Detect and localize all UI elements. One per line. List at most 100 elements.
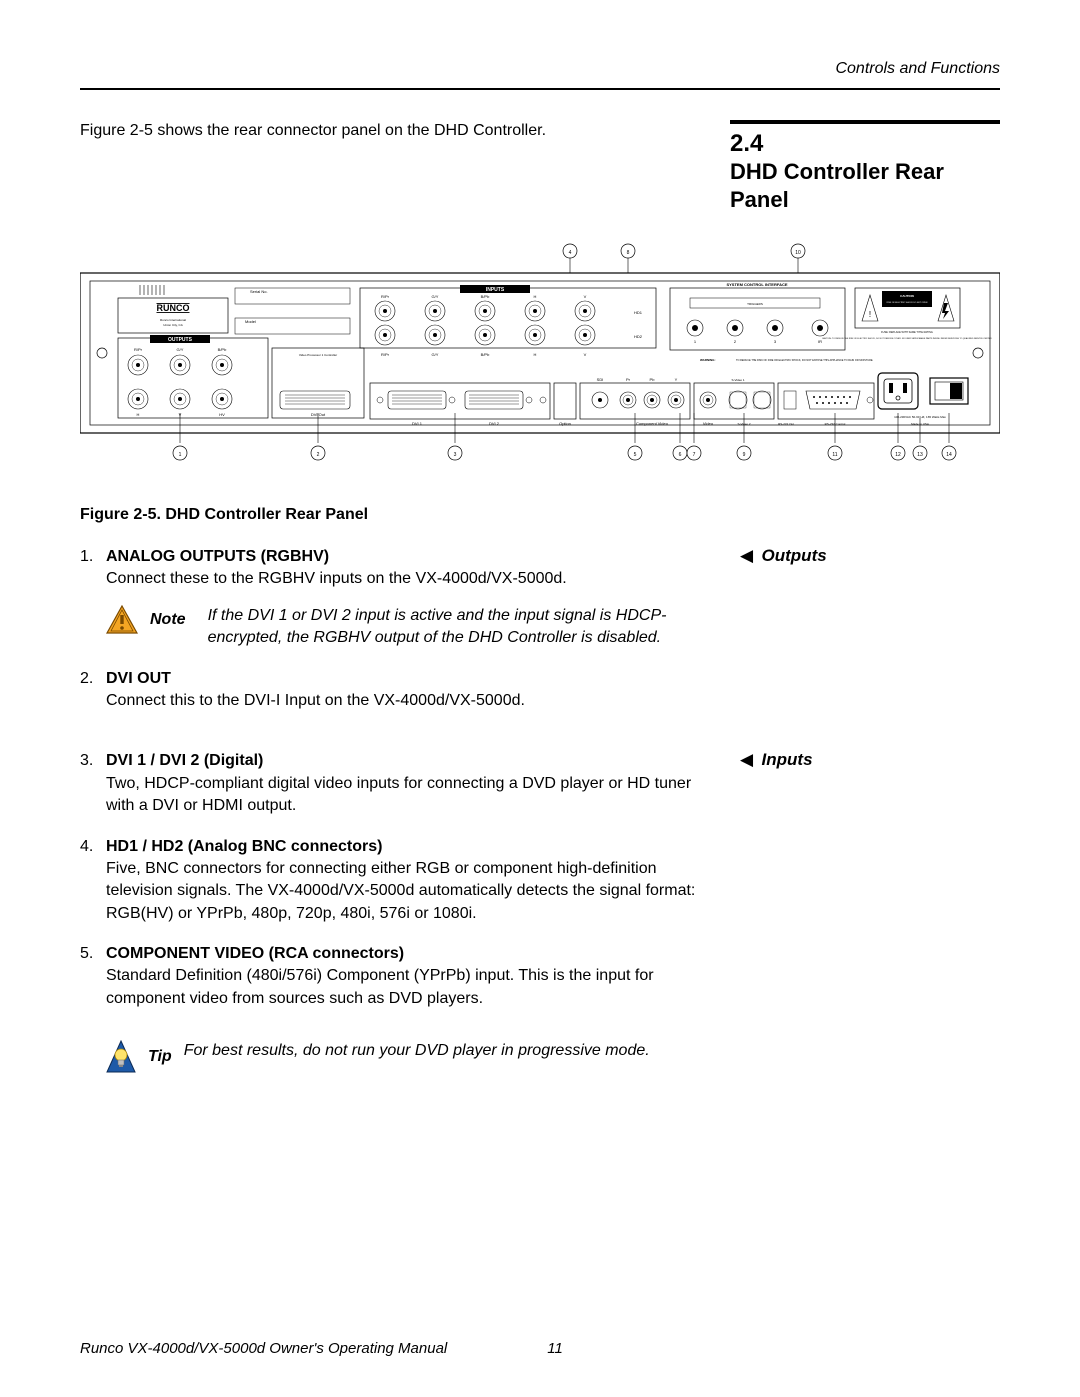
tip-callout: Tip For best results, do not run your DV… [106, 1040, 720, 1074]
figure-caption: Figure 2-5. DHD Controller Rear Panel [80, 506, 1000, 524]
svg-text:DVI Out: DVI Out [311, 412, 326, 417]
section-heading: 2.4 DHD Controller Rear Panel [730, 120, 1000, 213]
header-section: Controls and Functions [80, 60, 1000, 78]
item-5: 5. COMPONENT VIDEO (RCA connectors) Stan… [80, 943, 720, 1010]
top-rule [80, 88, 1000, 90]
svg-text:Pb: Pb [650, 377, 656, 382]
svg-text:R/Pr: R/Pr [381, 352, 390, 357]
svg-text:Serial No.: Serial No. [250, 289, 268, 294]
svg-text:CAUTION: CAUTION [900, 294, 914, 298]
item-4-num: 4. [80, 836, 106, 858]
svg-text:B/Pb: B/Pb [218, 347, 227, 352]
item-2-num: 2. [80, 668, 106, 690]
svg-text:V: V [584, 352, 587, 357]
svg-text:FUSE: REPLACE WITH SAME TYPE R: FUSE: REPLACE WITH SAME TYPE RATING [881, 331, 933, 334]
svg-text:13: 13 [917, 452, 923, 458]
tip-label: Tip [148, 1040, 172, 1066]
item-4-heading: HD1 / HD2 (Analog BNC connectors) [106, 836, 382, 858]
svg-text:7: 7 [693, 452, 696, 458]
svg-text:4: 4 [569, 250, 572, 256]
svg-text:TRIGGERS: TRIGGERS [747, 302, 763, 306]
svg-text:Option: Option [559, 421, 571, 426]
svg-text:G/Y: G/Y [432, 294, 439, 299]
footer-page-number: 11 [547, 1340, 563, 1357]
svg-text:B/Pb: B/Pb [481, 352, 490, 357]
item-4: 4. HD1 / HD2 (Analog BNC connectors) Fiv… [80, 836, 720, 926]
item-1-num: 1. [80, 546, 106, 568]
svg-text:8: 8 [627, 250, 630, 256]
item-1-heading: ANALOG OUTPUTS (RGBHV) [106, 546, 329, 568]
item-3-num: 3. [80, 750, 106, 772]
svg-text:Runco International: Runco International [160, 318, 186, 322]
svg-text:RUNCO: RUNCO [157, 303, 190, 313]
svg-text:Video Processor 1 Controller: Video Processor 1 Controller [299, 353, 337, 357]
item-1: 1. ANALOG OUTPUTS (RGBHV) Connect these … [80, 546, 720, 650]
svg-text:Y: Y [675, 377, 678, 382]
svg-text:G/Y: G/Y [432, 352, 439, 357]
note-text: If the DVI 1 or DVI 2 input is active an… [208, 605, 720, 650]
item-5-heading: COMPONENT VIDEO (RCA connectors) [106, 943, 404, 965]
svg-text:OUTPUTS: OUTPUTS [168, 337, 193, 343]
note-label: Note [150, 605, 186, 629]
intro-text: Figure 2-5 shows the rear connector pane… [80, 120, 710, 213]
svg-text:10: 10 [795, 250, 801, 256]
svg-text:Pr: Pr [626, 377, 631, 382]
svg-text:HD2: HD2 [634, 334, 643, 339]
svg-text:H: H [534, 294, 537, 299]
svg-text:B/Pb: B/Pb [481, 294, 490, 299]
svg-text:Video: Video [703, 421, 714, 426]
svg-text:H: H [137, 412, 140, 417]
svg-text:5: 5 [634, 452, 637, 458]
svg-text:DVI 2: DVI 2 [489, 421, 500, 426]
svg-text:12: 12 [895, 452, 901, 458]
section-number: 2.4 [730, 130, 1000, 158]
svg-text:11: 11 [832, 452, 837, 458]
svg-text:3: 3 [454, 452, 457, 458]
svg-text:V: V [584, 294, 587, 299]
item-2-body: Connect this to the DVI-I Input on the V… [80, 690, 720, 712]
svg-text:SDI: SDI [597, 377, 604, 382]
svg-text:TO REDUCE THE RISK OF FIRE OR: TO REDUCE THE RISK OF FIRE OR ELECTRIC S… [736, 359, 874, 362]
svg-text:G/Y: G/Y [177, 347, 184, 352]
item-1-body: Connect these to the RGBHV inputs on the… [80, 568, 720, 590]
margin-outputs: Outputs [762, 546, 827, 565]
item-3-heading: DVI 1 / DVI 2 (Digital) [106, 750, 263, 772]
svg-text:HV: HV [219, 412, 225, 417]
item-5-num: 5. [80, 943, 106, 965]
svg-text:H: H [534, 352, 537, 357]
svg-text:R/Pr: R/Pr [381, 294, 390, 299]
svg-text:DVI 1: DVI 1 [412, 421, 423, 426]
svg-text:Component Video: Component Video [636, 421, 669, 426]
svg-text:CAUTION: TO REDUCE THE RISK OF: CAUTION: TO REDUCE THE RISK OF ELECTRIC … [822, 337, 993, 340]
svg-text:RISK OF ELECTRIC SHOCK DO NOT: RISK OF ELECTRIC SHOCK DO NOT OPEN [887, 302, 928, 304]
svg-text:Union City, CA: Union City, CA [163, 323, 182, 327]
page-footer: Runco VX-4000d/VX-5000d Owner's Operatin… [80, 1340, 1000, 1357]
svg-text:HD1: HD1 [634, 310, 643, 315]
section-title: DHD Controller Rear Panel [730, 158, 1000, 213]
margin-inputs: Inputs [762, 750, 813, 769]
item-2-heading: DVI OUT [106, 668, 171, 690]
left-arrow-icon: ◀ [740, 546, 757, 565]
svg-text:Model: Model [245, 319, 256, 324]
svg-text:14: 14 [946, 452, 952, 458]
svg-text:6: 6 [679, 452, 682, 458]
svg-text:RS-232 Out: RS-232 Out [778, 422, 794, 426]
tip-lightbulb-icon [106, 1040, 136, 1074]
footer-title: Runco VX-4000d/VX-5000d Owner's Operatin… [80, 1340, 447, 1357]
svg-text:1: 1 [179, 452, 182, 458]
tip-text: For best results, do not run your DVD pl… [184, 1040, 650, 1062]
item-4-body: Five, BNC connectors for connecting eith… [80, 858, 720, 925]
item-3: 3. DVI 1 / DVI 2 (Digital) Two, HDCP-com… [80, 750, 720, 817]
svg-text:SYSTEM CONTROL INTERFACE: SYSTEM CONTROL INTERFACE [726, 282, 787, 287]
svg-text:INPUTS: INPUTS [486, 287, 505, 293]
note-warning-icon [106, 605, 138, 635]
item-3-body: Two, HDCP-compliant digital video inputs… [80, 773, 720, 818]
svg-text:WARNING:: WARNING: [700, 358, 716, 362]
svg-text:!: ! [869, 310, 871, 319]
item-2: 2. DVI OUT Connect this to the DVI-I Inp… [80, 668, 720, 713]
rear-panel-diagram: 4 8 10 RUNCO [80, 243, 1000, 488]
svg-text:S-Video 1: S-Video 1 [731, 378, 744, 382]
svg-text:R/Pr: R/Pr [134, 347, 143, 352]
svg-text:9: 9 [743, 452, 746, 458]
left-arrow-icon: ◀ [740, 750, 757, 769]
